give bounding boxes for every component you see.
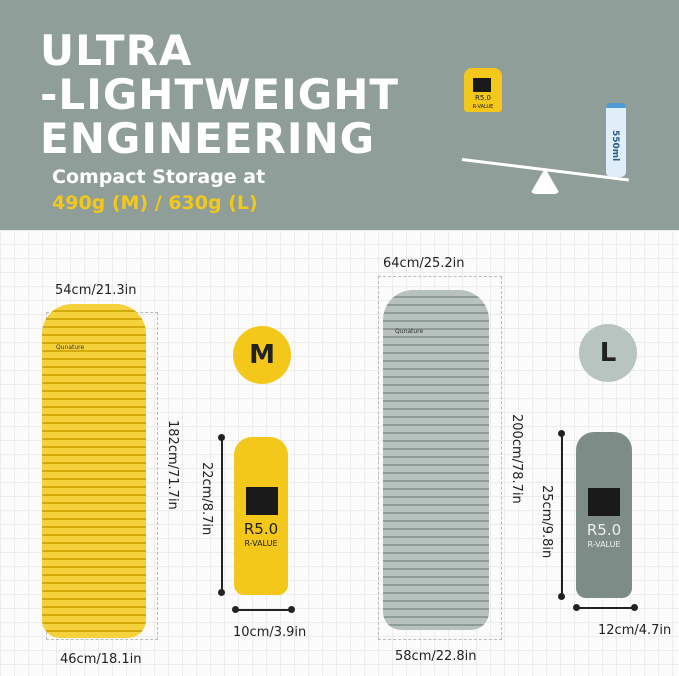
l-bag-rating-label: R-VALUE (587, 540, 621, 549)
m-bag-rating: R5.0 (243, 520, 279, 538)
m-bag-width-line (235, 609, 291, 611)
m-mat-brand: Qunature (56, 344, 85, 351)
l-bag-width-line (576, 607, 634, 609)
subtitle: Compact Storage at (52, 166, 266, 188)
l-bag-width: 12cm/4.7in (598, 623, 672, 638)
seesaw-bag-rating-label: R-VALUE (472, 104, 494, 110)
title-line-2: -LIGHTWEIGHT (40, 70, 400, 119)
m-mat-top-width: 54cm/21.3in (55, 283, 137, 298)
m-stuff-sack: R5.0 R-VALUE (234, 437, 288, 595)
l-mat-bottom-width: 58cm/22.8in (395, 649, 477, 664)
l-bag-height-line (561, 433, 563, 596)
m-bag-height: 22cm/8.7in (199, 462, 214, 536)
brand-logo-icon (246, 487, 278, 515)
l-mat: Qunature (383, 290, 489, 630)
header-banner: ULTRA -LIGHTWEIGHT ENGINEERING Compact S… (0, 0, 679, 230)
weights: 490g (M) / 630g (L) (52, 192, 258, 214)
l-bag-height: 25cm/9.8in (539, 485, 554, 559)
m-mat-length: 182cm/71.7in (165, 420, 180, 510)
l-mat-length: 200cm/78.7in (509, 414, 524, 504)
seesaw-bag: R5.0 R-VALUE (464, 68, 502, 112)
m-mat-bottom-width: 46cm/18.1in (60, 652, 142, 667)
size-l-badge: L (579, 324, 637, 382)
title-line-3: ENGINEERING (40, 114, 376, 163)
m-bag-height-line (221, 437, 223, 592)
brand-logo-icon (588, 488, 620, 516)
bottle-label: 550ml (610, 130, 620, 162)
title-line-1: ULTRA (40, 26, 193, 75)
m-bag-width: 10cm/3.9in (233, 625, 307, 640)
brand-logo-icon (473, 78, 491, 92)
l-mat-brand: Qunature (395, 328, 424, 335)
seesaw-bag-rating: R5.0 (475, 94, 491, 102)
m-mat: Qunature (42, 304, 146, 638)
water-bottle: 550ml (606, 103, 626, 177)
l-bag-rating: R5.0 (586, 521, 622, 539)
size-m-badge: M (233, 326, 291, 384)
l-mat-top-width: 64cm/25.2in (383, 256, 465, 271)
m-bag-rating-label: R-VALUE (244, 539, 278, 548)
l-stuff-sack: R5.0 R-VALUE (576, 432, 632, 598)
l-mat-outline (378, 276, 502, 640)
